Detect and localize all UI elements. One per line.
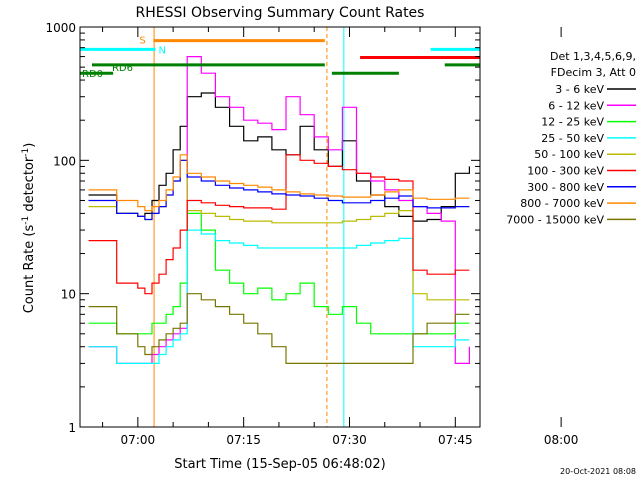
x-tick-label: 07:30 — [332, 433, 367, 447]
y-tick-label: 100 — [53, 154, 76, 168]
x-tick-label: 08:00 — [544, 433, 579, 447]
series-line-7000-15000-kev — [88, 293, 470, 364]
series-line-300-800-kev — [88, 159, 470, 221]
y-tick-label: 10 — [61, 288, 76, 302]
chart-title: RHESSI Observing Summary Count Rates — [136, 5, 425, 21]
legend-label: 800 - 7000 keV — [520, 197, 604, 210]
legend-label: 7000 - 15000 keV — [506, 213, 604, 226]
series-line-800-7000-kev — [88, 154, 470, 212]
legend-label: 300 - 800 keV — [527, 181, 604, 194]
x-tick-label: 07:15 — [226, 433, 261, 447]
series-line-6-12-kev — [88, 56, 470, 364]
series-line-12-25-kev — [88, 212, 470, 335]
x-tick-label: 07:00 — [121, 433, 156, 447]
legend-header-line-2: FDecim 3, Att 0 — [551, 66, 636, 79]
legend-label: 6 - 12 keV — [548, 99, 604, 112]
legend-label: 3 - 6 keV — [555, 83, 604, 96]
plot-frame — [79, 26, 481, 428]
annotation-label-s: S — [139, 36, 145, 47]
annotation-label-rd6: RD6 — [112, 63, 133, 74]
series-line-3-6-kev — [88, 92, 470, 222]
legend: Det 1,3,4,5,6,9, FDecim 3, Att 0 3 - 6 k… — [506, 50, 636, 226]
annotation-label-rd0: RD0 — [82, 69, 103, 80]
legend-label: 25 - 50 keV — [541, 132, 604, 145]
series-line-25-50-kev — [88, 229, 470, 364]
legend-label: 50 - 100 keV — [534, 148, 604, 161]
y-tick-label: 1 — [68, 421, 76, 435]
plot-content: S N RD0 RD6 — [80, 27, 480, 427]
legend-label: 100 - 300 keV — [527, 165, 604, 178]
footer-date: 20-Oct-2021 08:08 — [560, 467, 636, 476]
y-tick-label: 1000 — [45, 21, 76, 35]
x-tick-label: 07:45 — [438, 433, 473, 447]
y-axis: 1 10 100 1000 — [45, 21, 480, 435]
x-axis-label: Start Time (15-Sep-05 06:48:02) — [174, 457, 385, 472]
annotation-label-n: N — [158, 45, 165, 56]
legend-label: 12 - 25 keV — [541, 116, 604, 129]
legend-header-line-1: Det 1,3,4,5,6,9, — [550, 50, 636, 63]
series-line-100-300-kev — [88, 154, 470, 295]
legend-items: 3 - 6 keV 6 - 12 keV 12 - 25 keV 25 - 50 ke… — [506, 83, 636, 226]
series-group — [80, 27, 480, 427]
y-axis-label: Count Rate (s-1 detector-1) — [21, 143, 37, 314]
